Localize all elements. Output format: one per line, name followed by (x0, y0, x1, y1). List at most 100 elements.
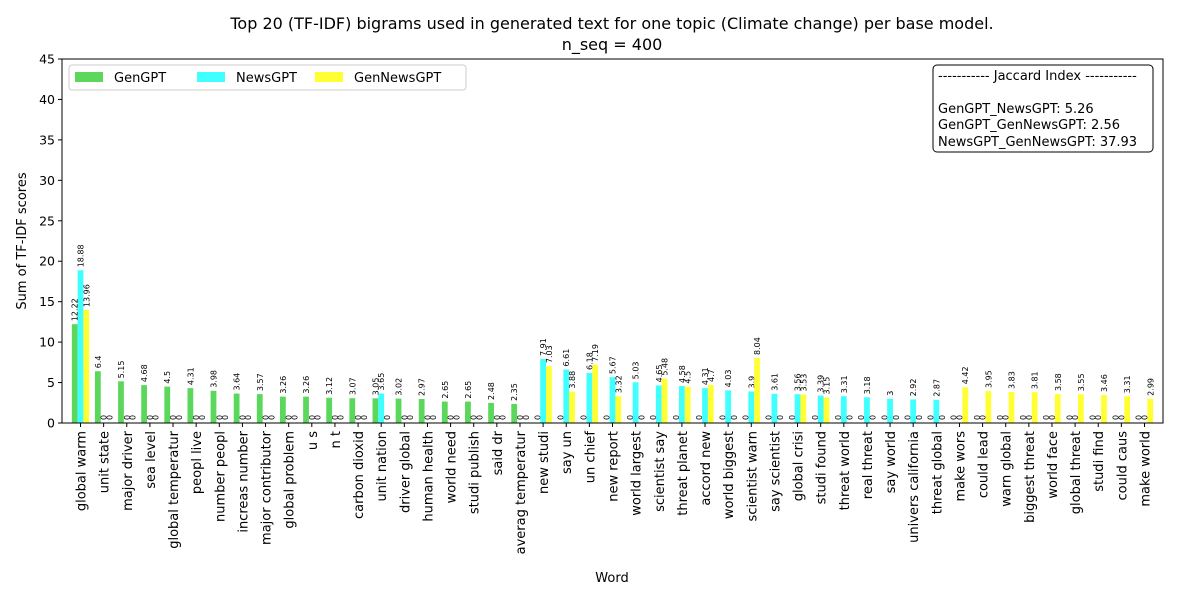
bar (678, 385, 685, 423)
bar-value-label: 13.96 (82, 284, 91, 307)
bar-value-label: 0 (522, 415, 531, 420)
bar-value-label: 2.35 (510, 383, 519, 401)
y-tick-label: 15 (39, 294, 55, 309)
x-tick-label: world biggest (722, 431, 737, 519)
bar-value-label: 0 (244, 415, 253, 420)
bar-value-label: 0 (649, 415, 658, 420)
bar (1147, 398, 1154, 423)
bar-value-label: 0 (811, 415, 820, 420)
bar-value-label: 7.03 (545, 345, 554, 363)
bar-value-label: 4.42 (961, 366, 970, 384)
bar (303, 396, 309, 423)
legend-swatch (315, 72, 343, 82)
x-tick-label: peopl live (190, 431, 205, 494)
x-tick-label: real threat (861, 431, 876, 499)
bar-value-label: 3.57 (256, 373, 265, 391)
y-tick-label: 30 (39, 173, 55, 188)
x-tick-label: global temperatur (167, 430, 182, 548)
x-tick-label: world face (1046, 431, 1061, 499)
bar-value-label: 2.87 (932, 379, 941, 397)
bar-value-label: 0 (996, 415, 1005, 420)
bar-value-label: 3.31 (1123, 375, 1132, 393)
bar-value-label: 4.7 (707, 369, 716, 382)
bar-value-label: 0 (1140, 415, 1149, 420)
bar-value-label: 3.26 (279, 376, 288, 394)
bar-value-label: 3.95 (984, 370, 993, 388)
bar-value-label: 3.61 (770, 373, 779, 391)
bar-value-label: 0 (1002, 415, 1011, 420)
x-tick-label: unit state (98, 431, 113, 493)
legend-swatch (75, 72, 103, 82)
bar-value-label: 0 (221, 415, 230, 420)
x-tick-label: could caus (1115, 431, 1130, 501)
legend-entry: GenGPT (114, 71, 166, 86)
bar-value-label: 12.22 (71, 298, 80, 321)
bar-value-label: 4.31 (701, 367, 710, 385)
bar-value-label: 0 (406, 415, 415, 420)
bar-value-label: 0 (308, 415, 317, 420)
x-tick-label: say scientist (768, 431, 783, 512)
bar-value-label: 0 (470, 415, 479, 420)
jaccard-line: GenGPT_NewsGPT: 5.26 (938, 102, 1094, 117)
bar-value-label: 0 (1117, 415, 1126, 420)
bar-value-label: 3 (886, 391, 895, 396)
bar (707, 384, 714, 423)
bar-value-label: 0 (892, 415, 901, 420)
bar-value-label: 3.58 (1054, 373, 1063, 391)
bar (609, 377, 616, 423)
bar-value-label: 6.18 (585, 352, 594, 370)
x-tick-label: biggest threat (1023, 431, 1038, 523)
bar-value-label: 0 (603, 415, 612, 420)
x-tick-label: threat global (930, 431, 945, 514)
bar (615, 396, 622, 423)
x-tick-label: increas number (236, 430, 251, 532)
jaccard-line: NewsGPT_GenNewsGPT: 37.93 (938, 135, 1137, 150)
x-tick-label: world need (445, 431, 460, 503)
bar-value-label: 2.99 (1146, 378, 1155, 396)
legend-swatch (197, 72, 225, 82)
x-tick-label: threat world (838, 431, 853, 510)
bar-value-label: 0 (267, 415, 276, 420)
bar (1077, 394, 1084, 423)
bar-value-label: 3.83 (1007, 371, 1016, 389)
bar-value-label: 0 (556, 415, 565, 420)
bar-value-label: 0 (175, 415, 184, 420)
bar-value-label: 0 (672, 415, 681, 420)
x-tick-label: un chief (583, 431, 598, 484)
x-tick-label: global threat (1069, 431, 1084, 514)
bar-value-label: 3.05 (371, 378, 380, 396)
bar-value-label: 0 (695, 415, 704, 420)
bar-value-label: 0 (580, 415, 589, 420)
bar-value-label: 3.88 (568, 371, 577, 389)
bar-value-label: 3.02 (395, 378, 404, 396)
bar-value-label: 0 (337, 415, 346, 420)
bar-value-label: 3.64 (233, 373, 242, 391)
bar (210, 390, 217, 423)
bar-value-label: 3.65 (377, 373, 386, 391)
x-tick-label: studi found (815, 431, 830, 504)
bar (748, 391, 755, 423)
bar (569, 391, 575, 423)
bar (349, 398, 356, 423)
bar (395, 398, 402, 423)
x-tick-label: make wors (953, 431, 968, 502)
bar-value-label: 4.5 (684, 371, 693, 384)
bar-value-label: 0 (973, 415, 982, 420)
x-tick-label: scientist say (653, 431, 668, 512)
bar (1101, 395, 1107, 423)
bar-value-label: 0 (400, 415, 409, 420)
y-tick-label: 45 (39, 52, 55, 67)
bar-value-label: 0 (741, 415, 750, 420)
bar (840, 396, 847, 423)
y-tick-label: 5 (47, 375, 55, 390)
bar (465, 401, 471, 423)
bar (592, 364, 599, 423)
bar (256, 394, 263, 423)
bar-value-label: 4.03 (724, 370, 733, 388)
x-tick-label: major driver (121, 430, 136, 511)
bar-value-label: 0 (476, 415, 485, 420)
bar-value-label: 3.55 (1077, 373, 1086, 391)
bar (887, 398, 893, 423)
bar (632, 382, 639, 423)
